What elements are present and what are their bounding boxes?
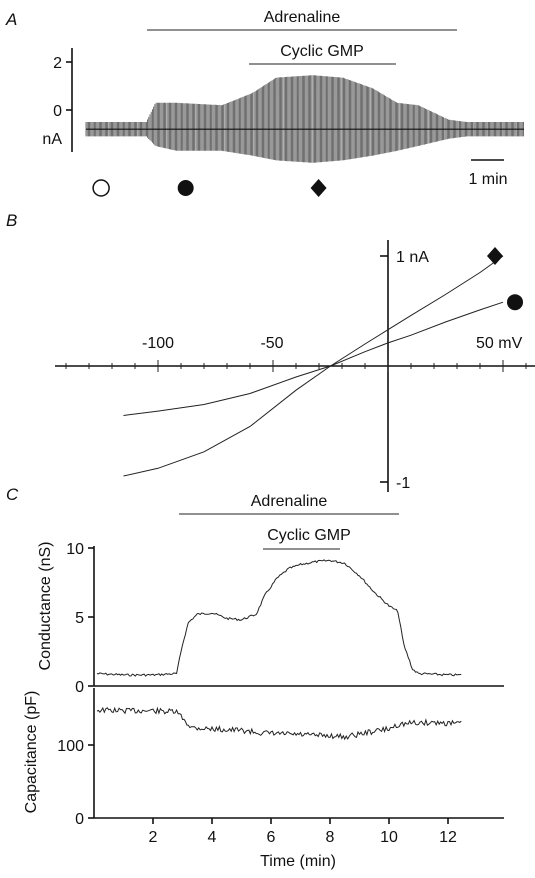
panel-c-cap-tick-label-100: 100 — [57, 738, 84, 755]
panel-a-markers — [92, 179, 327, 197]
panel-b-x-tick-label-50mv: 50 mV — [476, 335, 523, 352]
panel-c-cond-tick-label-10: 10 — [66, 541, 84, 558]
panel-a: A Adrenaline Cyclic GMP 2 0 nA 1 min — [5, 9, 524, 197]
panel-c-x-tick-label: 10 — [380, 829, 398, 846]
panel-c-x-ticks: 2 4 6 8 10 12 — [149, 818, 457, 846]
panel-a-y-tick-label-0: 0 — [53, 103, 62, 120]
panel-c-x-tick-label: 12 — [439, 829, 457, 846]
panel-c-xlabel: Time (min) — [260, 853, 336, 870]
panel-a-bar-adrenaline-label: Adrenaline — [264, 9, 341, 26]
panel-b: B 1 nA -1 -100 -50 50 mV — [6, 211, 535, 492]
panel-a-y-unit: nA — [42, 131, 62, 148]
panel-b-curve-diamond — [123, 255, 504, 477]
panel-a-marker-diamond — [310, 179, 327, 197]
panel-c-cond-tick-label-0: 0 — [75, 679, 84, 696]
panel-b-iv-curves — [123, 247, 523, 477]
panel-c-x-tick-label: 8 — [326, 829, 335, 846]
panel-a-bar-cgmp-label: Cyclic GMP — [280, 43, 364, 60]
panel-b-x-ticks — [65, 360, 527, 372]
panel-c-x-tick-label: 2 — [149, 829, 158, 846]
panel-a-scale-bar-label: 1 min — [468, 171, 507, 188]
panel-b-y-tick-label-neg1: -1 — [396, 475, 410, 492]
panel-a-current-deflections — [85, 75, 524, 163]
panel-c-x-tick-label: 4 — [208, 829, 217, 846]
panel-a-marker-circle-filled — [177, 180, 194, 196]
panel-a-current-trace — [85, 75, 524, 163]
panel-b-x-tick-label-neg100: -100 — [142, 335, 174, 352]
panel-c-cap-tick-label-0: 0 — [75, 811, 84, 828]
panel-b-x-tick-label-neg50: -50 — [260, 335, 283, 352]
panel-c-capacitance-ylabel: Capacitance (pF) — [23, 691, 40, 814]
panel-a-y-tick-label-2: 2 — [53, 55, 62, 72]
panel-b-marker-circle-filled — [507, 294, 523, 311]
panel-b-curve-circle-filled — [123, 301, 504, 416]
panel-c-conductance-trace — [96, 559, 462, 677]
panel-c: C Adrenaline Cyclic GMP 10 5 0 Conductan… — [6, 485, 504, 870]
panel-b-y-tick-label-pos1: 1 nA — [396, 249, 429, 266]
panel-b-letter: B — [6, 211, 17, 230]
panel-c-cond-tick-label-5: 5 — [75, 610, 84, 627]
panel-c-conductance-ylabel: Conductance (nS) — [37, 542, 54, 671]
panel-c-bar-adrenaline-label: Adrenaline — [251, 493, 328, 510]
panel-c-x-tick-label: 6 — [267, 829, 276, 846]
panel-a-letter: A — [5, 10, 17, 29]
panel-a-marker-circle-open — [92, 179, 110, 197]
panel-c-bar-cgmp-label: Cyclic GMP — [267, 527, 351, 544]
panel-c-letter: C — [6, 485, 19, 504]
panel-b-marker-diamond — [487, 247, 503, 265]
panel-c-capacitance-trace — [96, 706, 462, 741]
